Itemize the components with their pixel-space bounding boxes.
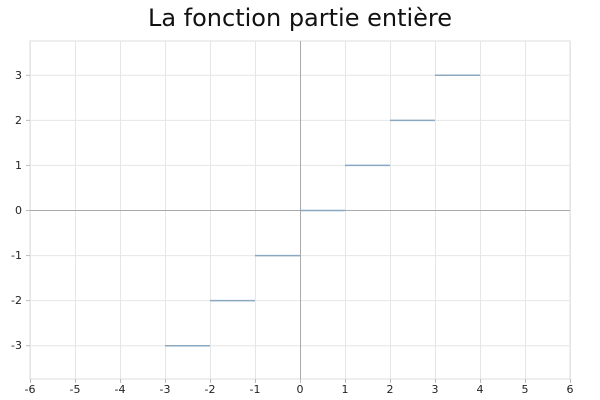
y-tick-label: 2	[15, 114, 22, 127]
y-tick-label: 1	[15, 159, 22, 172]
x-tick-label: -5	[70, 383, 81, 396]
x-tick-label: -1	[250, 383, 261, 396]
x-tick-label: 4	[477, 383, 484, 396]
axes	[26, 41, 571, 383]
x-tick-label: 6	[567, 383, 574, 396]
series-segments	[165, 74, 480, 347]
x-tick-label: 5	[522, 383, 529, 396]
chart-title: La fonction partie entière	[147, 4, 453, 32]
tick-labels: -6 -5 -4 -3 -2 -1 0 1 2 3 4 5 6 -3 -2 -1 0 1 2 3	[11, 69, 573, 396]
y-tick-label: 0	[15, 204, 22, 217]
y-tick-label: -2	[11, 294, 22, 307]
x-tick-label: 1	[342, 383, 349, 396]
x-tick-label: -3	[160, 383, 171, 396]
x-tick-label: -4	[115, 383, 126, 396]
y-tick-label: 3	[15, 69, 22, 82]
x-tick-label: 2	[387, 383, 394, 396]
x-tick-label: -2	[205, 383, 216, 396]
x-tick-label: -6	[25, 383, 36, 396]
y-tick-label: -3	[11, 339, 22, 352]
x-tick-label: 0	[297, 383, 304, 396]
y-tick-label: -1	[11, 249, 22, 262]
x-tick-label: 3	[432, 383, 439, 396]
